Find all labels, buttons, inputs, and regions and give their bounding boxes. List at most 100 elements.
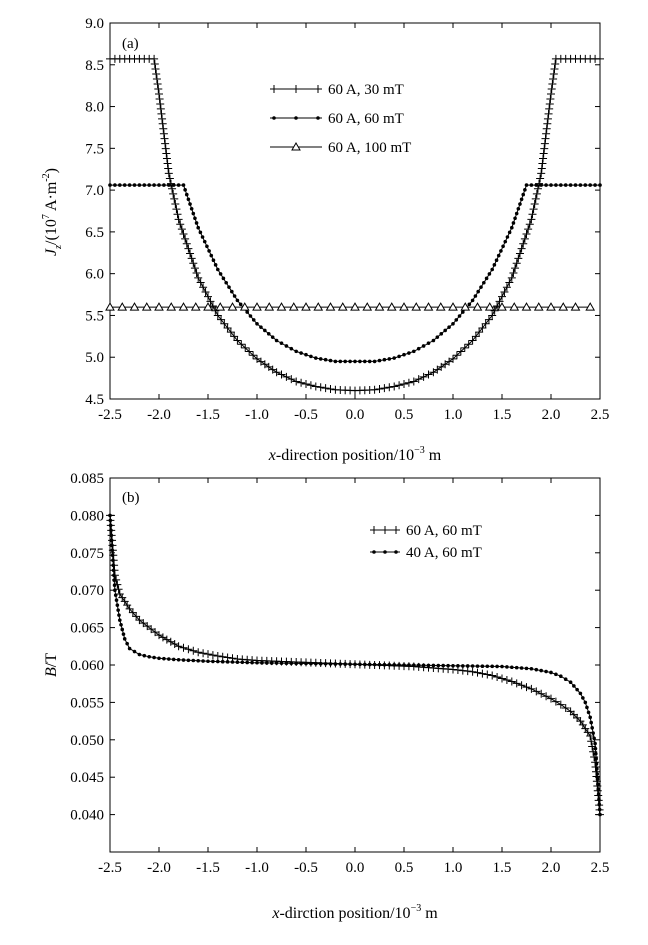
data-point (110, 548, 115, 553)
data-point (456, 347, 465, 356)
data-point (447, 325, 451, 329)
data-point (245, 347, 254, 356)
data-point (323, 357, 328, 362)
data-point (399, 302, 409, 311)
data-point (539, 668, 543, 673)
data-point (358, 662, 362, 667)
data-point (588, 715, 592, 720)
data-point (596, 54, 604, 63)
data-point (594, 762, 599, 766)
data-point (208, 651, 217, 660)
data-point (174, 215, 183, 224)
data-point (568, 680, 573, 685)
data-point (313, 302, 324, 311)
data-point (189, 646, 198, 655)
data-point (464, 340, 473, 349)
x-tick-label: -1.5 (196, 407, 220, 423)
data-point (112, 573, 116, 578)
data-point (372, 662, 377, 667)
series-group-a (105, 54, 604, 395)
data-point (484, 302, 495, 311)
data-point (544, 183, 548, 187)
data-point (110, 543, 114, 548)
data-point (118, 183, 122, 187)
data-point (161, 144, 170, 153)
data-point (484, 276, 489, 281)
x-axis-label-a: x-direction position/10−3 m (268, 445, 442, 464)
data-point (188, 202, 192, 206)
data-point (211, 258, 216, 263)
data-point (387, 662, 392, 667)
legend-b: 60 A, 60 mT 40 A, 60 mT (370, 523, 482, 561)
data-point (213, 652, 222, 661)
data-point (441, 663, 446, 668)
data-point (192, 268, 201, 277)
data-point (348, 359, 352, 364)
data-point (537, 689, 546, 698)
data-point (570, 302, 581, 311)
data-point (566, 707, 575, 716)
data-point (507, 230, 512, 235)
data-point (177, 225, 186, 234)
data-point (122, 183, 127, 187)
data-point (463, 667, 472, 676)
data-point (277, 370, 286, 379)
data-point (597, 802, 602, 807)
y-tick-label: 0.080 (70, 508, 104, 524)
data-point (265, 661, 269, 665)
data-point (493, 672, 502, 681)
data-point (338, 662, 343, 666)
data-point (194, 221, 199, 225)
legend-label: 60 A, 60 mT (328, 111, 404, 127)
data-point (583, 183, 588, 187)
data-point (461, 664, 465, 668)
data-point (161, 139, 170, 148)
data-point (551, 697, 560, 706)
data-point (162, 149, 171, 158)
data-point (407, 351, 411, 355)
data-point (546, 94, 555, 103)
data-point (263, 328, 267, 333)
data-point (470, 298, 475, 303)
data-point (326, 384, 335, 393)
data-point (207, 249, 211, 253)
data-point (162, 183, 166, 187)
data-point (343, 662, 348, 666)
data-point (363, 359, 367, 364)
x-tick-label: 0.5 (395, 860, 414, 876)
data-point (279, 661, 284, 665)
data-point (348, 662, 352, 666)
data-point (521, 302, 532, 311)
data-point (596, 782, 600, 786)
data-point (543, 114, 552, 123)
data-point (563, 183, 568, 187)
data-point (536, 174, 545, 183)
data-point (563, 677, 568, 682)
data-point (155, 94, 164, 103)
data-point (122, 637, 127, 641)
data-point (502, 675, 511, 684)
data-point (541, 134, 550, 143)
series-60-a-60-mt (108, 183, 602, 364)
data-point (517, 681, 526, 690)
x-tick-label: 1.5 (493, 407, 512, 423)
data-point (514, 211, 519, 216)
data-point (492, 263, 497, 267)
data-point (416, 346, 421, 351)
data-point (206, 659, 210, 664)
data-point (116, 608, 120, 612)
data-point (370, 385, 379, 394)
panel-tag-b: (b) (122, 490, 140, 506)
data-point (533, 184, 542, 193)
data-point (595, 767, 599, 771)
data-point (490, 664, 495, 669)
data-point (412, 349, 416, 354)
data-point (596, 792, 601, 797)
x-tick-label: -2.0 (147, 407, 171, 423)
data-point (387, 357, 392, 361)
data-point (499, 249, 503, 253)
legend-marker (294, 116, 298, 120)
legend-marker (370, 526, 378, 534)
data-point (179, 643, 188, 652)
